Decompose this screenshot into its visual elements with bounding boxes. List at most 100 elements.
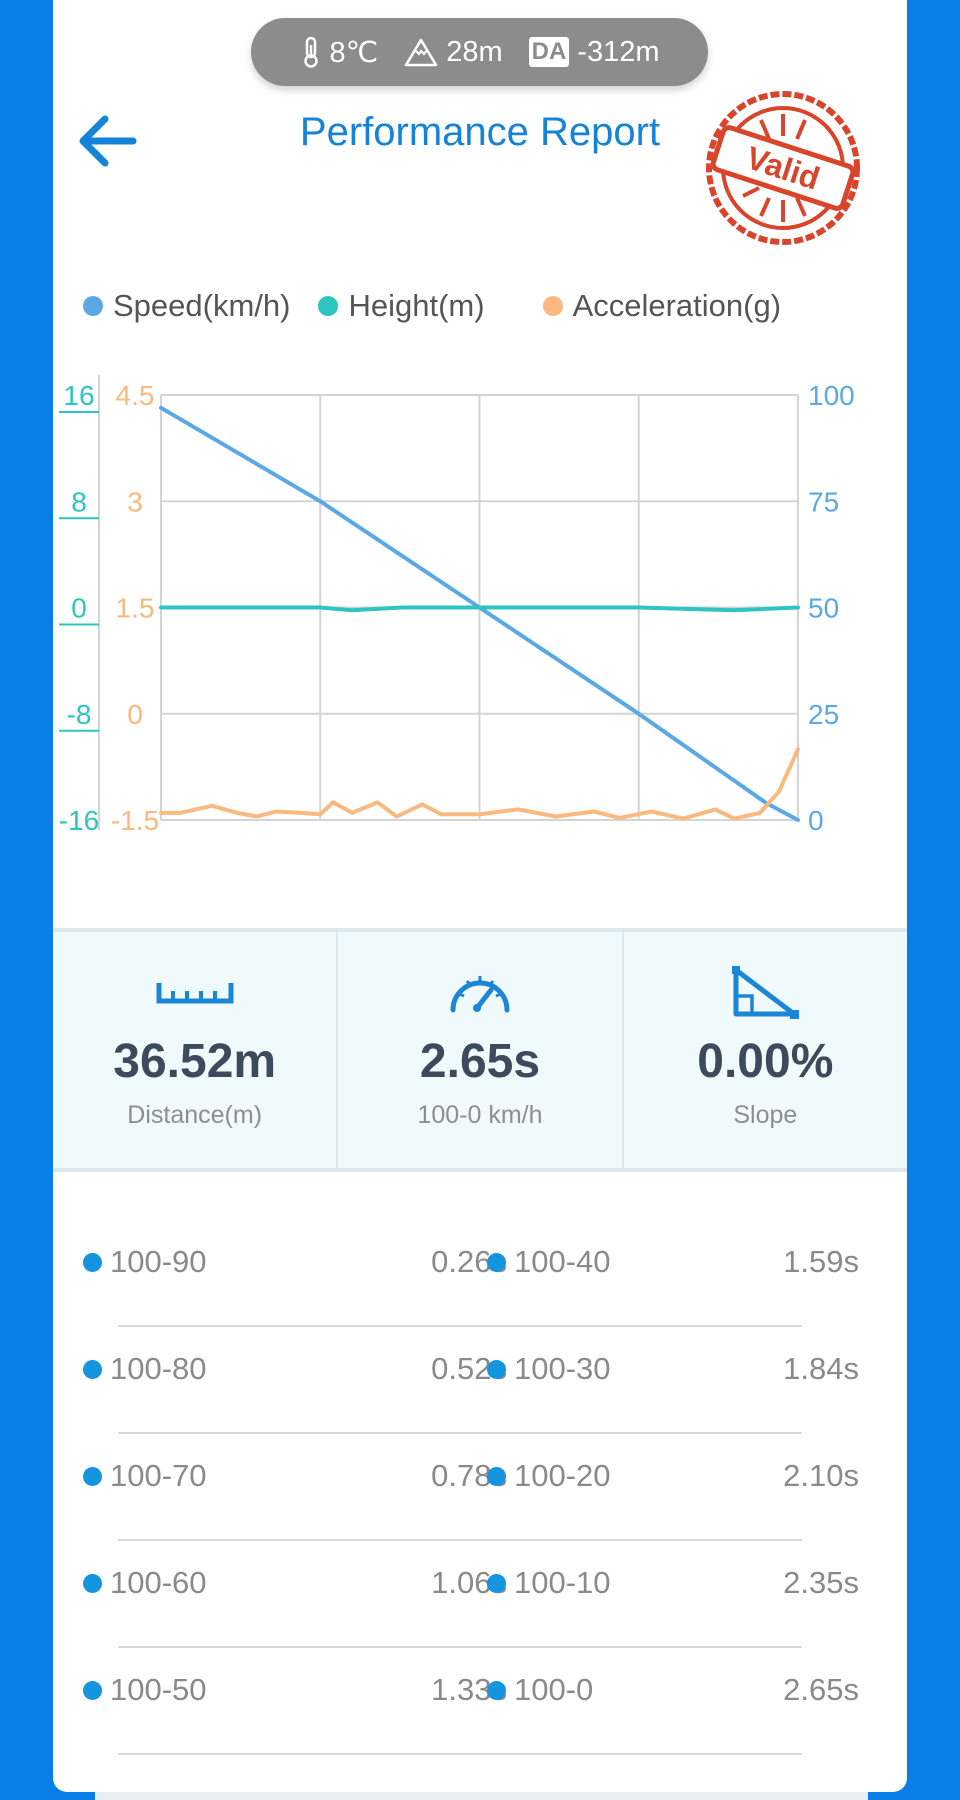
height-tick-label: 16 bbox=[63, 380, 94, 411]
temperature-value: 8℃ bbox=[329, 36, 379, 69]
split-divider bbox=[118, 1753, 802, 1755]
stat-distance: 36.52m Distance(m) bbox=[53, 932, 336, 1168]
speed-tick-label: 25 bbox=[808, 699, 839, 730]
split-left-label: 100-90 bbox=[110, 1244, 207, 1279]
series-line-height bbox=[159, 605, 800, 613]
split-right-label: 100-20 bbox=[514, 1458, 611, 1493]
split-divider bbox=[118, 1539, 802, 1541]
bottom-strip bbox=[95, 1792, 868, 1800]
acceleration-tick-label: 4.5 bbox=[116, 380, 155, 411]
split-dot bbox=[83, 1359, 102, 1379]
time-label: 100-0 km/h bbox=[417, 1101, 543, 1129]
back-button[interactable] bbox=[71, 105, 143, 177]
legend-height: Height(m) bbox=[318, 286, 485, 326]
split-dot bbox=[487, 1466, 506, 1486]
split-right-label: 100-10 bbox=[514, 1565, 611, 1600]
split-right-value-cell: 1.59s bbox=[783, 1242, 859, 1282]
split-dot bbox=[83, 1466, 102, 1486]
speedometer-icon bbox=[450, 976, 510, 1013]
series-line-speed bbox=[159, 405, 800, 822]
legend-label-speed: Speed(km/h) bbox=[113, 288, 291, 323]
page-title: Performance Report bbox=[299, 110, 661, 154]
split-dot bbox=[83, 1680, 102, 1700]
split-left-label: 100-70 bbox=[110, 1458, 207, 1493]
split-dot bbox=[83, 1573, 102, 1593]
legend-speed: Speed(km/h) bbox=[83, 286, 290, 326]
split-right-value: 2.35s bbox=[783, 1565, 859, 1600]
height-tick-label: -8 bbox=[67, 699, 92, 730]
height-tick-label: 8 bbox=[71, 486, 87, 517]
legend-label-height: Height(m) bbox=[348, 288, 485, 323]
split-right-value: 2.10s bbox=[783, 1458, 859, 1493]
legend-dot-height bbox=[318, 296, 339, 316]
split-left-label-cell: 100-50 bbox=[83, 1670, 207, 1710]
split-right-label: 100-40 bbox=[514, 1244, 611, 1279]
density-altitude-item: DA -312m bbox=[528, 35, 660, 69]
split-row: 100-90 0.26s 100-40 1.59s bbox=[53, 1220, 907, 1327]
split-right-label-cell: 100-20 bbox=[487, 1456, 611, 1496]
speed-tick-label: 0 bbox=[808, 805, 824, 835]
split-row: 100-60 1.06s 100-10 2.35s bbox=[53, 1541, 907, 1648]
speed-tick-label: 75 bbox=[808, 486, 839, 517]
stat-slope: 0.00% Slope bbox=[621, 932, 907, 1168]
legend-dot-speed bbox=[83, 296, 103, 316]
height-tick-label: -16 bbox=[59, 805, 99, 835]
split-left-label-cell: 100-80 bbox=[83, 1349, 207, 1389]
stat-time: 2.65s 100-0 km/h bbox=[336, 932, 621, 1168]
stats-panel: 36.52m Distance(m) 2.65s 100-0 km/h bbox=[53, 928, 907, 1172]
split-dot bbox=[487, 1359, 506, 1379]
legend-acceleration: Acceleration(g) bbox=[542, 286, 782, 326]
thermometer-icon bbox=[303, 36, 318, 68]
split-left-label: 100-60 bbox=[110, 1565, 207, 1600]
distance-value: 36.52m bbox=[113, 1035, 277, 1088]
split-dot bbox=[487, 1680, 506, 1700]
report-card: 8℃ 28m DA -312m Performance Report bbox=[53, 0, 907, 1792]
split-right-value: 2.65s bbox=[783, 1672, 859, 1707]
split-row: 100-70 0.78s 100-20 2.10s bbox=[53, 1434, 907, 1541]
speed-tick-label: 100 bbox=[808, 380, 855, 411]
split-right-label: 100-0 bbox=[514, 1672, 594, 1707]
chart-legend: Speed(km/h) Height(m) Acceleration(g) bbox=[83, 286, 903, 326]
height-tick-label: 0 bbox=[71, 593, 87, 624]
split-right-label-cell: 100-10 bbox=[487, 1563, 611, 1603]
split-right-value-cell: 2.35s bbox=[783, 1563, 859, 1603]
series-line-acceleration bbox=[159, 747, 800, 821]
split-left-label-cell: 100-60 bbox=[83, 1563, 207, 1603]
split-row: 100-80 0.52s 100-30 1.84s bbox=[53, 1327, 907, 1434]
split-left-label: 100-80 bbox=[110, 1351, 207, 1386]
split-dot bbox=[487, 1252, 506, 1272]
acceleration-tick-label: 3 bbox=[127, 486, 143, 517]
split-row: 100-50 1.33s 100-0 2.65s bbox=[53, 1648, 907, 1755]
split-right-value: 1.84s bbox=[783, 1351, 859, 1386]
split-times-list: 100-90 0.26s 100-40 1.59s 100-80 0.52s 100-30 1… bbox=[53, 1220, 907, 1755]
split-right-value: 1.59s bbox=[783, 1244, 859, 1279]
acceleration-tick-label: 0 bbox=[127, 699, 143, 730]
environment-pill: 8℃ 28m DA -312m bbox=[251, 18, 708, 86]
split-right-label-cell: 100-30 bbox=[487, 1349, 611, 1389]
split-divider bbox=[118, 1432, 802, 1434]
performance-chart: 16 8 0 -8 -16 4.5 3 1.5 0 -1.5 100 75 50 25 0 bbox=[59, 375, 855, 835]
split-dot bbox=[83, 1252, 102, 1272]
split-right-label-cell: 100-0 bbox=[487, 1670, 593, 1710]
acceleration-tick-label: 1.5 bbox=[116, 593, 155, 624]
split-divider bbox=[118, 1325, 802, 1327]
split-left-label-cell: 100-90 bbox=[83, 1242, 207, 1282]
speed-tick-label: 50 bbox=[808, 593, 839, 624]
back-arrow-icon bbox=[79, 115, 137, 167]
da-badge: DA bbox=[528, 37, 570, 67]
valid-stamp: Valid bbox=[706, 91, 860, 245]
split-left-label: 100-50 bbox=[110, 1672, 207, 1707]
split-left-label-cell: 100-70 bbox=[83, 1456, 207, 1496]
time-value: 2.65s bbox=[419, 1035, 541, 1088]
altitude-item: 28m bbox=[404, 36, 503, 69]
slope-value: 0.00% bbox=[697, 1035, 834, 1088]
split-divider bbox=[118, 1646, 802, 1648]
split-right-label-cell: 100-40 bbox=[487, 1242, 611, 1282]
split-right-value-cell: 2.65s bbox=[783, 1670, 859, 1710]
density-altitude-value: -312m bbox=[577, 35, 660, 68]
split-right-label: 100-30 bbox=[514, 1351, 611, 1386]
legend-label-acceleration: Acceleration(g) bbox=[572, 288, 782, 323]
acceleration-tick-label: -1.5 bbox=[111, 805, 159, 835]
ruler-icon bbox=[156, 983, 234, 1004]
split-dot bbox=[487, 1573, 506, 1593]
